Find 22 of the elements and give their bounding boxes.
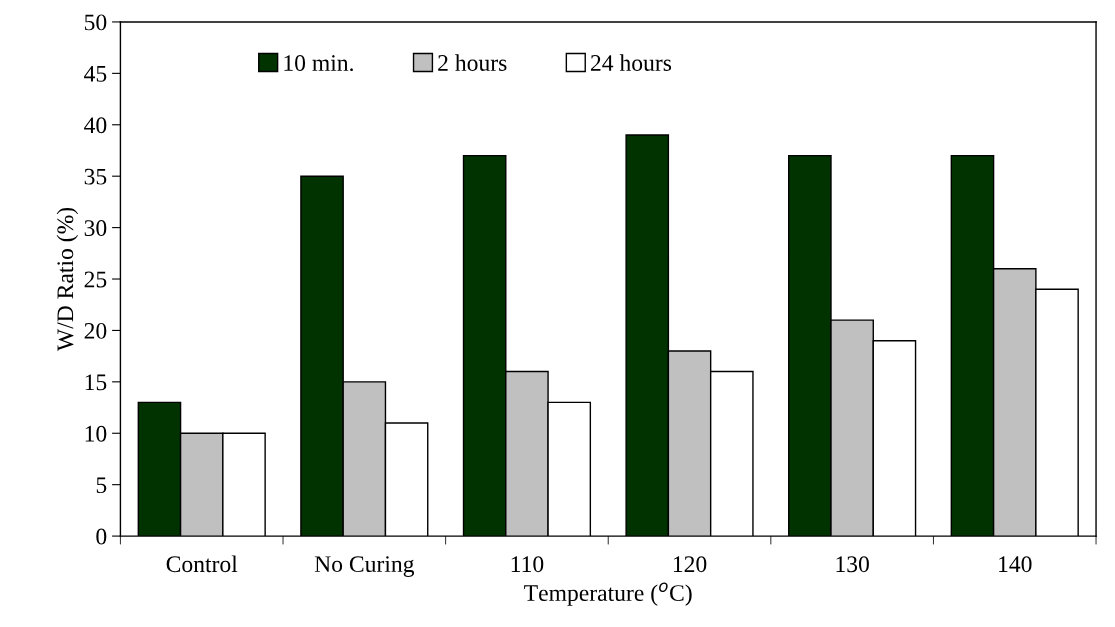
legend-label: 10 min. [284,55,353,72]
x-tick-label: 120 [673,556,707,573]
legend-label: 2 hours [438,54,507,71]
y-tick-label: 15 [85,374,107,391]
y-tick-label: 25 [84,271,107,288]
y-tick-label: 30 [84,220,107,237]
x-tick-label: No Curing [314,556,415,577]
y-axis-title: W/D Ratio (%) [56,207,79,352]
x-tick-label: 130 [836,556,869,573]
x-tick-label: 110 [511,556,544,573]
x-tick-label: 140 [999,556,1032,573]
y-tick-label: 10 [85,425,107,442]
legend-label: 24 hours [590,54,672,71]
y-tick-label: 20 [84,322,107,339]
y-tick-label: 35 [84,168,107,185]
y-tick-label: 5 [96,477,107,494]
y-tick-label: 40 [84,117,107,134]
x-tick-label: Control [166,555,238,573]
x-axis-title: Temperature ($^{o}$C) [524,582,692,606]
y-tick-label: 45 [84,66,107,82]
y-tick-label: 0 [96,528,107,545]
y-tick-label: 50 [84,14,107,31]
